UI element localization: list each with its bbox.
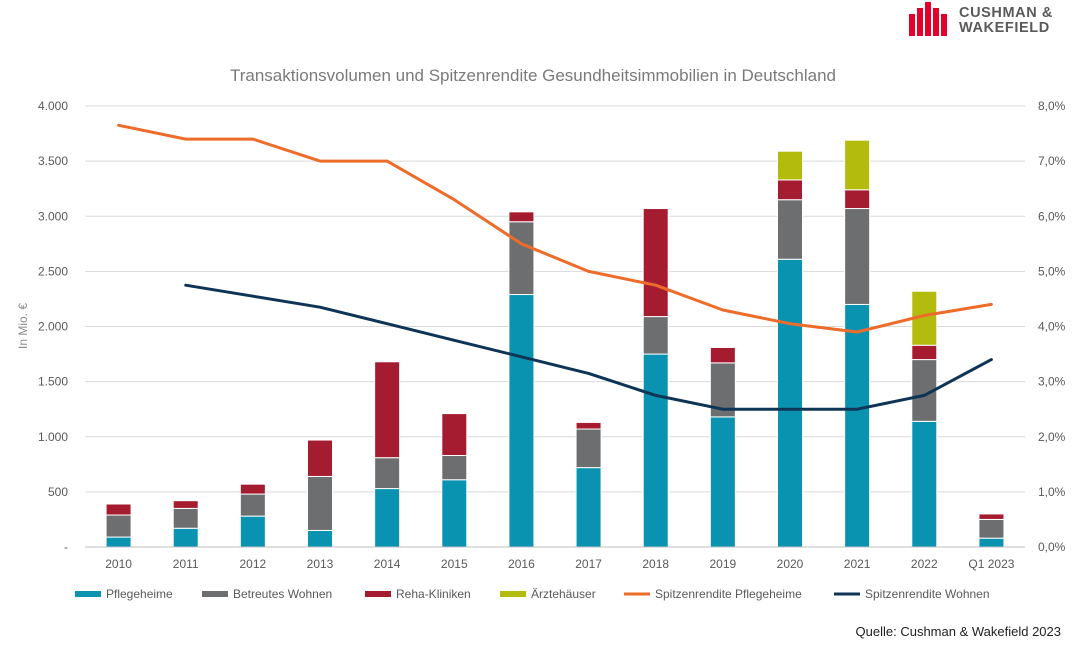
bar-segment	[575, 428, 602, 469]
y-tick-label: 3.000	[38, 209, 68, 223]
y-tick-label: 1.000	[38, 430, 68, 444]
brand-line-1: CUSHMAN &	[959, 5, 1054, 21]
legend-label: Pflegeheime	[106, 587, 173, 601]
bar-segment	[105, 503, 132, 516]
y-tick-label: 1.500	[38, 375, 68, 389]
y-tick-label: 2.000	[38, 320, 68, 334]
series-line	[184, 283, 993, 411]
x-tick-label: 2012	[240, 557, 267, 571]
y2-tick-label: 8,0%	[1038, 99, 1066, 113]
brand-logo-mark-icon	[909, 2, 947, 36]
bar-segment	[978, 518, 1005, 539]
bar-segment	[844, 208, 871, 305]
bar-segment	[844, 303, 871, 548]
legend-label: Spitzenrendite Wohnen	[865, 587, 990, 601]
bar-segment	[642, 208, 669, 318]
series-line	[117, 123, 993, 334]
bar-segment	[844, 139, 871, 191]
y2-tick-label: 6,0%	[1038, 209, 1066, 223]
chart-title: Transaktionsvolumen und Spitzenrendite G…	[230, 66, 836, 85]
bar-segment	[307, 529, 333, 548]
x-tick-label: 2010	[105, 557, 132, 571]
bar-segment	[709, 346, 736, 364]
legend-label: Betreutes Wohnen	[233, 587, 332, 601]
bar-segment	[105, 536, 132, 548]
bar-segment	[575, 467, 602, 548]
bar-segment	[911, 344, 938, 361]
bar-segment	[508, 221, 535, 296]
brand-line-2: WAKEFIELD	[959, 20, 1050, 36]
bar-segment	[441, 413, 468, 456]
bar-segment	[777, 258, 803, 548]
bar-segment	[307, 439, 333, 477]
source-note: Quelle: Cushman & Wakefield 2023	[855, 624, 1061, 639]
x-tick-label: 2014	[374, 557, 401, 571]
bar-segment	[911, 420, 938, 548]
x-tick-label: 2019	[710, 557, 737, 571]
x-tick-label: 2018	[642, 557, 669, 571]
bar-segment	[508, 294, 535, 548]
legend-label: Reha-Kliniken	[396, 587, 471, 601]
bar-segment	[777, 179, 803, 201]
x-tick-label: 2020	[777, 557, 804, 571]
x-tick-label: Q1 2023	[968, 557, 1014, 571]
x-tick-label: 2013	[307, 557, 334, 571]
y2-tick-label: 4,0%	[1038, 320, 1066, 334]
bar-segment	[307, 475, 333, 531]
y2-tick-label: 3,0%	[1038, 375, 1066, 389]
bar-segment	[374, 457, 401, 490]
bar-segment	[575, 421, 602, 430]
y2-tick-label: 2,0%	[1038, 430, 1066, 444]
y-axis-label: In Mio. €	[16, 303, 30, 349]
legend-label: Ärztehäuser	[531, 587, 596, 601]
x-tick-label: 2015	[441, 557, 468, 571]
bar-segment	[844, 189, 871, 210]
bar-segment	[239, 493, 266, 517]
bar-segment	[172, 527, 199, 548]
bar-segment	[172, 507, 199, 529]
bar-segment	[642, 353, 669, 548]
bar-segment	[777, 150, 803, 181]
bar-segment	[105, 514, 132, 538]
bar-segment	[172, 500, 199, 509]
bar-segment	[239, 515, 266, 548]
brand-logo: CUSHMAN & WAKEFIELD	[905, 2, 1075, 40]
x-tick-label: 2022	[911, 557, 938, 571]
y2-tick-label: 0,0%	[1038, 540, 1066, 554]
y-tick-label: 4.000	[38, 99, 68, 113]
bar-segment	[911, 290, 938, 346]
bar-segment	[239, 483, 266, 495]
x-tick-label: 2016	[508, 557, 535, 571]
bar-segment	[978, 513, 1005, 520]
bar-segment	[777, 199, 803, 260]
y-tick-label: 500	[48, 485, 68, 499]
bar-segment	[709, 416, 736, 548]
bar-segment	[978, 537, 1005, 548]
bar-segment	[374, 361, 401, 459]
x-tick-label: 2017	[575, 557, 602, 571]
legend-swatch	[75, 591, 101, 597]
bar-segment	[441, 454, 468, 481]
bar-segment	[441, 479, 468, 548]
bar-segment	[508, 211, 535, 223]
bar-segment	[374, 488, 401, 548]
legend-swatch	[202, 591, 228, 597]
legend-swatch	[500, 591, 526, 597]
y-tick-label: -	[64, 540, 68, 554]
y2-tick-label: 7,0%	[1038, 154, 1066, 168]
x-tick-label: 2021	[844, 557, 871, 571]
legend-swatch	[365, 591, 391, 597]
y-tick-label: 2.500	[38, 264, 68, 278]
y-tick-label: 3.500	[38, 154, 68, 168]
y2-tick-label: 1,0%	[1038, 485, 1066, 499]
bar-segment	[642, 316, 669, 355]
y2-tick-label: 5,0%	[1038, 264, 1066, 278]
x-tick-label: 2011	[173, 557, 199, 571]
legend-label: Spitzenrendite Pflegeheime	[655, 587, 802, 601]
